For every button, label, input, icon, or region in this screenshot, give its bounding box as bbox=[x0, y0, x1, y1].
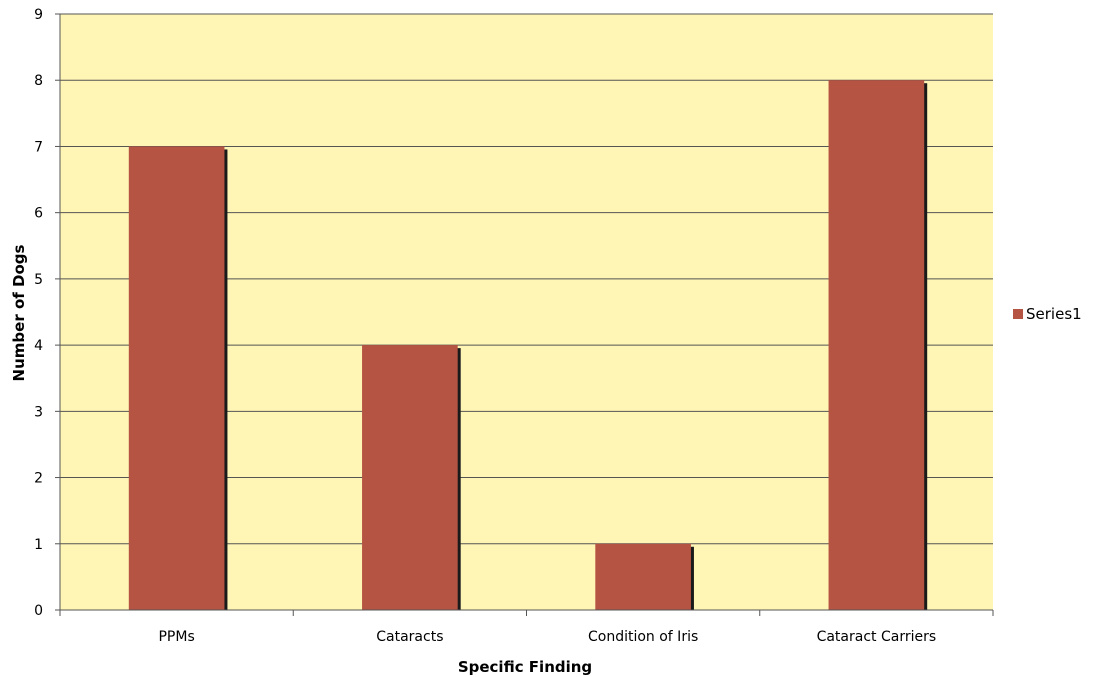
axes bbox=[55, 13, 994, 616]
legend-label: Series1 bbox=[1026, 305, 1082, 323]
x-tick-label: PPMs bbox=[158, 629, 194, 645]
bar-shadow bbox=[689, 546, 694, 610]
legend-swatch bbox=[1013, 309, 1023, 319]
y-tick-label: 8 bbox=[34, 73, 43, 89]
y-tick-label: 1 bbox=[34, 537, 43, 553]
bar bbox=[128, 146, 225, 610]
bar bbox=[362, 345, 458, 610]
bar-shadow bbox=[456, 348, 461, 610]
y-tick-label: 3 bbox=[34, 404, 43, 420]
y-axis-title: Number of Dogs bbox=[10, 244, 28, 381]
y-tick-label: 0 bbox=[34, 603, 43, 619]
bar bbox=[828, 80, 925, 610]
y-tick-label: 9 bbox=[34, 7, 43, 23]
y-tick-label: 7 bbox=[34, 139, 43, 155]
x-tick-label: Cataract Carriers bbox=[817, 629, 937, 645]
y-tick-label: 4 bbox=[34, 338, 43, 354]
x-tick-label: Cataracts bbox=[376, 629, 443, 645]
x-tick-labels: PPMs Cataracts Condition of Iris Cataract C… bbox=[158, 629, 936, 645]
bars bbox=[128, 80, 928, 610]
y-tick-label: 6 bbox=[34, 206, 43, 222]
bar-shadow bbox=[923, 83, 928, 610]
legend: Series1 bbox=[1013, 305, 1082, 323]
y-tick-label: 5 bbox=[34, 272, 43, 288]
y-tick-label: 2 bbox=[34, 471, 43, 487]
bar bbox=[595, 543, 691, 610]
bar-shadow bbox=[223, 149, 228, 610]
x-tick-label: Condition of Iris bbox=[588, 629, 698, 645]
y-tick-labels: 0 1 2 3 4 5 6 7 8 9 bbox=[34, 7, 43, 619]
x-axis-title: Specific Finding bbox=[458, 658, 592, 676]
